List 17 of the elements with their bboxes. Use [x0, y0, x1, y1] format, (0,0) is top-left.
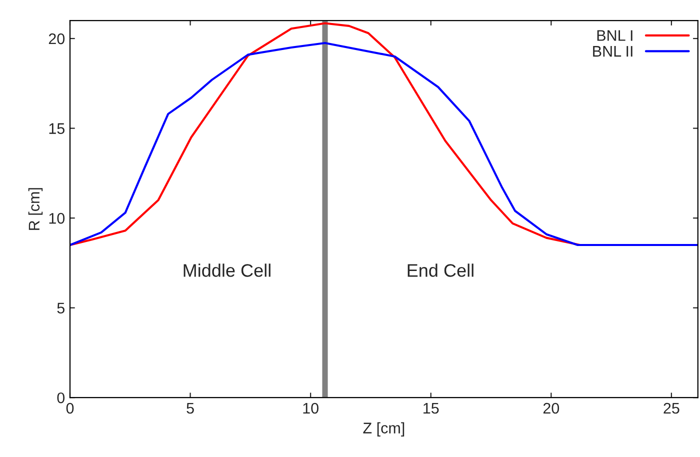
x-tick-label: 0 [66, 402, 74, 414]
y-tick-label: 5 [57, 302, 64, 314]
x-tick-label: 5 [186, 403, 194, 414]
annotation: End Cell [408, 264, 474, 277]
x-tick-label: 10 [303, 402, 318, 414]
y-tick-label: 20 [48, 33, 65, 44]
x-tick-label: 25 [664, 402, 680, 414]
x-tick-label: 15 [424, 403, 439, 414]
x-axis-title: Z [cm] [363, 422, 404, 436]
y-tick-label: 10 [49, 212, 65, 224]
y-tick-label: 0 [57, 392, 65, 404]
x-tick-label: 20 [543, 402, 560, 414]
legend-label: BNL I [597, 30, 632, 41]
y-axis-title: R [cm] [28, 188, 43, 230]
annotation: Middle Cell [184, 264, 270, 277]
legend-label: BNL II [593, 46, 632, 57]
y-tick-label: 15 [49, 123, 64, 134]
